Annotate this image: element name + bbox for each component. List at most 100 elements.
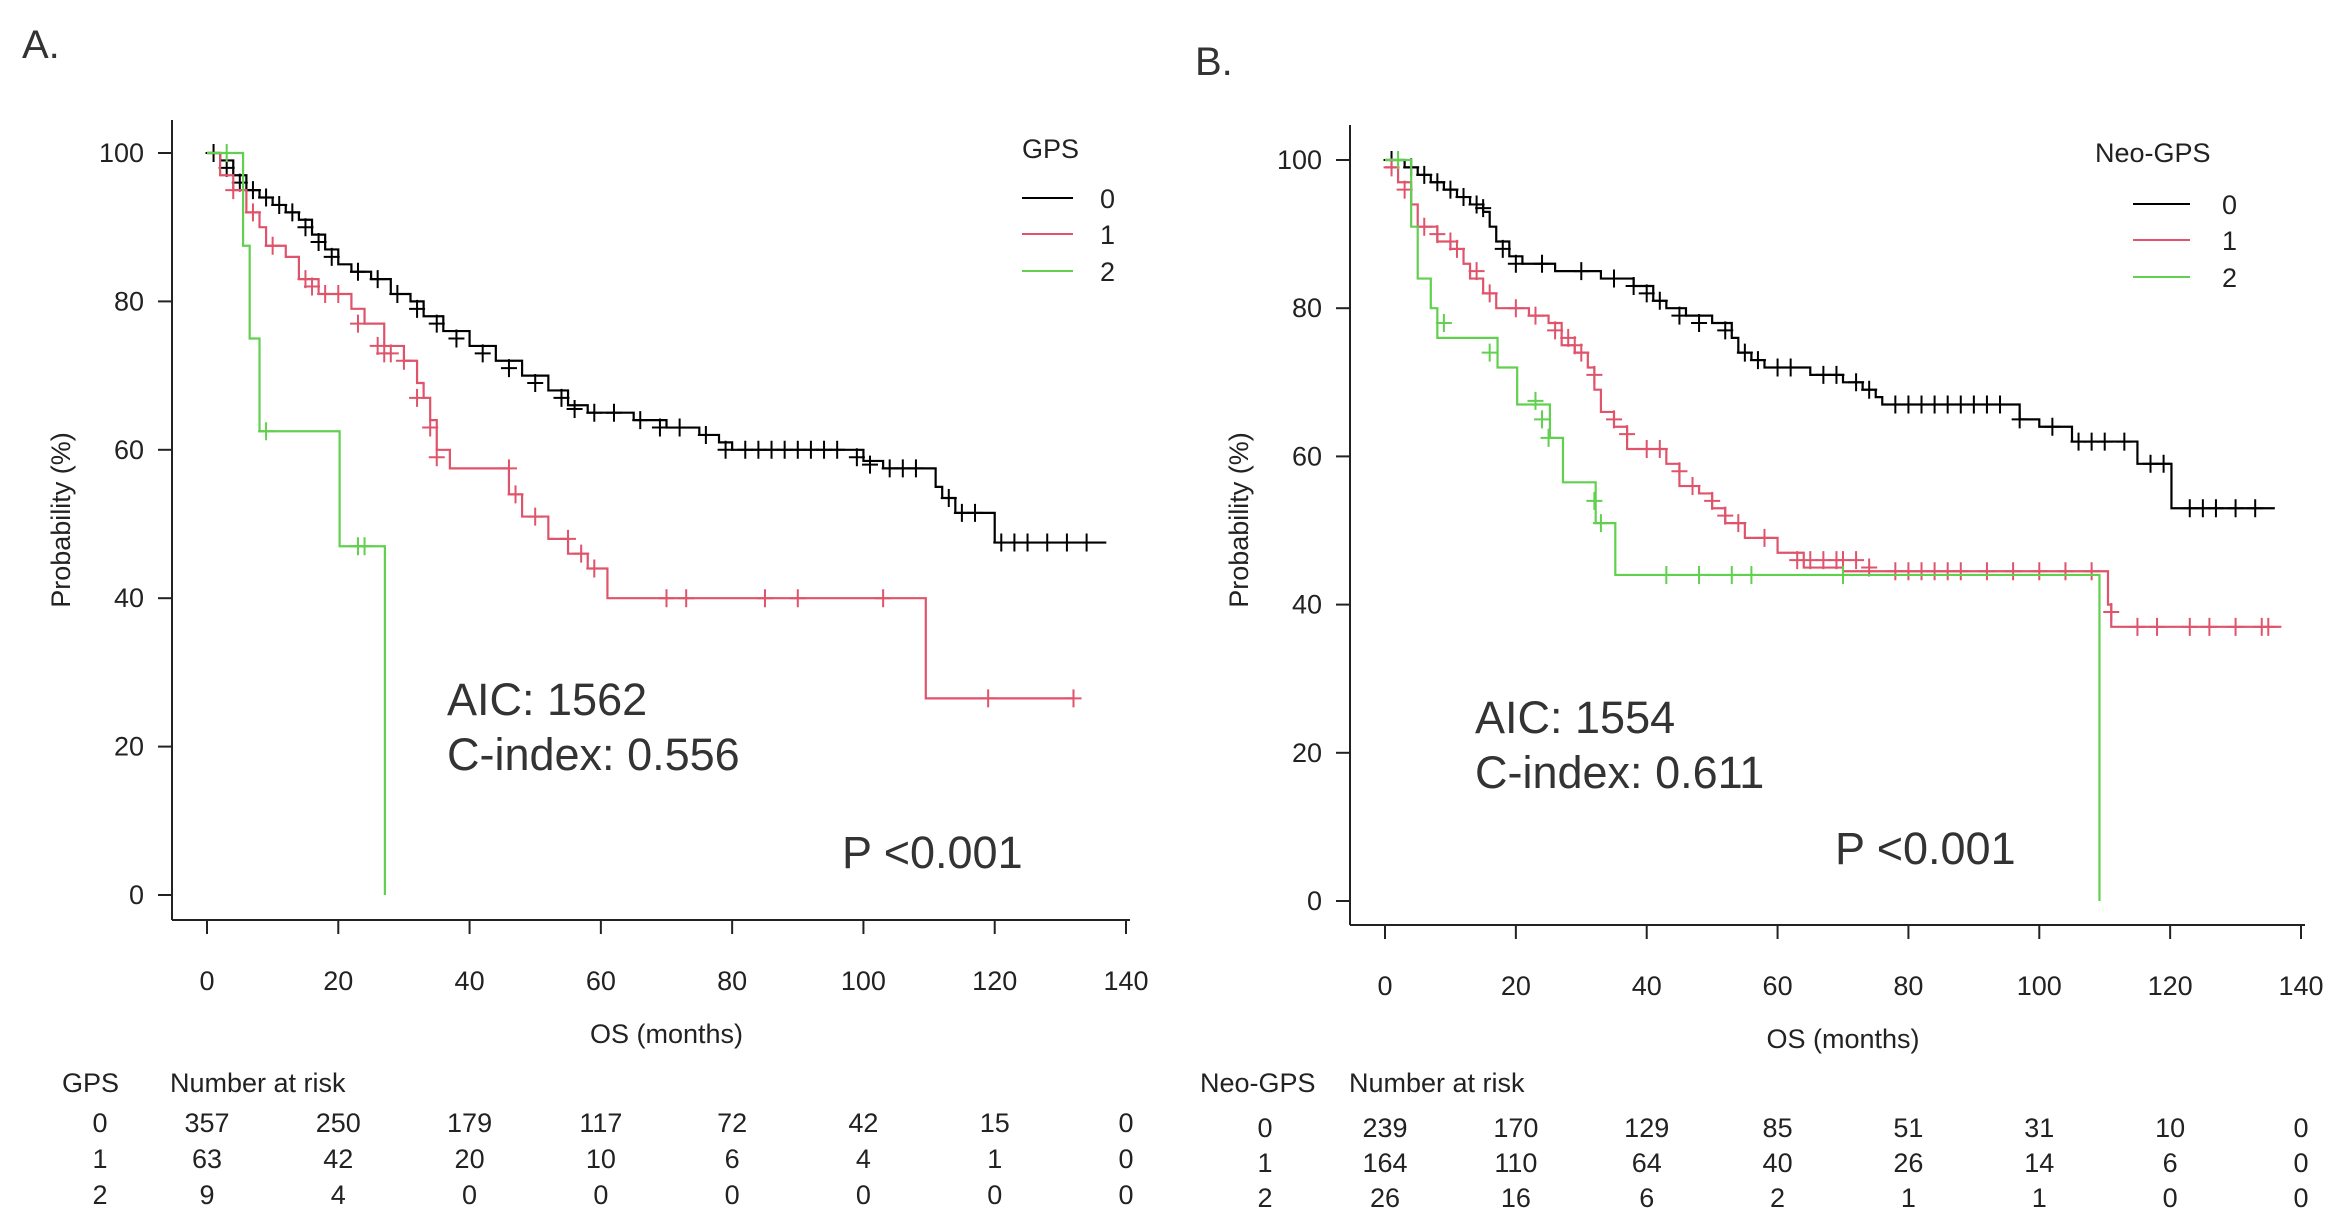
legend-title: Neo-GPS (2095, 138, 2211, 168)
y-tick-label: 0 (1307, 886, 1322, 916)
censor-mark (271, 195, 288, 214)
x-tick-label: 120 (972, 966, 1017, 996)
risk-count: 0 (2293, 1148, 2308, 1178)
censor-mark (1992, 395, 2009, 414)
legend-label: 0 (2222, 190, 2237, 220)
risk-count: 4 (331, 1180, 346, 1210)
censor-mark (527, 507, 544, 526)
risk-count: 110 (1494, 1148, 1537, 1178)
censor-mark (875, 589, 892, 608)
censor-mark (428, 314, 445, 333)
censor-mark (382, 344, 399, 363)
x-tick-label: 60 (1763, 971, 1793, 1001)
censor-mark (369, 336, 386, 355)
censor-mark (651, 418, 668, 437)
censor-mark (2149, 617, 2166, 636)
censor-mark (1527, 391, 1544, 410)
censor-mark (632, 411, 649, 430)
censor-mark (1566, 336, 1583, 355)
censor-mark (1560, 328, 1577, 347)
censor-mark (1592, 514, 1609, 533)
risk-count: 239 (1362, 1113, 1407, 1143)
censor-mark (560, 529, 577, 548)
censor-mark (500, 459, 517, 478)
censor-mark (1861, 558, 1878, 577)
censor-mark (1442, 180, 1459, 199)
risk-count: 0 (2293, 1113, 2308, 1143)
risk-count: 4 (856, 1144, 871, 1174)
risk-count: 15 (980, 1108, 1010, 1138)
censor-mark (527, 374, 544, 393)
risk-count: 164 (1362, 1148, 1407, 1178)
risk-count: 63 (192, 1144, 222, 1174)
censor-mark (231, 173, 248, 192)
y-tick-label: 60 (1292, 441, 1322, 471)
y-tick-label: 20 (114, 732, 144, 762)
censor-mark (1848, 551, 1865, 570)
risk-count: 1 (987, 1144, 1002, 1174)
censor-mark (258, 422, 275, 441)
x-tick-label: 80 (717, 966, 747, 996)
censor-mark (1390, 151, 1407, 169)
survival-curve-0 (207, 151, 1107, 544)
censor-mark (1625, 276, 1642, 295)
censor-mark (1468, 262, 1485, 281)
x-tick-label: 0 (1377, 971, 1392, 1001)
censor-mark (1416, 165, 1433, 184)
x-axis-label: OS (months) (590, 1019, 743, 1049)
censor-mark (1586, 491, 1603, 510)
risk-count: 6 (2163, 1148, 2178, 1178)
censor-mark (310, 233, 327, 252)
censor-mark (1658, 565, 1675, 584)
c-index-annotation: C-index: 0.611 (1475, 747, 1764, 798)
x-tick-label: 100 (2017, 971, 2062, 1001)
censor-mark (218, 144, 235, 162)
censor-mark (2031, 562, 2048, 581)
risk-table-group: 1 (92, 1144, 107, 1174)
censor-mark (1481, 284, 1498, 303)
censor-mark (244, 181, 261, 200)
censor-mark (1058, 533, 1075, 552)
risk-count: 170 (1493, 1113, 1538, 1143)
risk-count: 26 (1893, 1148, 1923, 1178)
y-tick-label: 0 (129, 880, 144, 910)
censor-mark (2103, 603, 2120, 622)
censor-mark (2227, 617, 2244, 636)
risk-count: 117 (579, 1108, 622, 1138)
censor-mark (1651, 439, 1668, 458)
risk-count: 6 (725, 1144, 740, 1174)
risk-count: 0 (462, 1180, 477, 1210)
y-tick-label: 40 (1292, 590, 1322, 620)
y-tick-label: 80 (114, 286, 144, 316)
censor-mark (586, 559, 603, 578)
censor-mark (1468, 195, 1485, 214)
x-tick-label: 140 (2278, 971, 2323, 1001)
censor-mark (605, 403, 622, 422)
censor-mark (2011, 410, 2028, 429)
censor-mark (1586, 365, 1603, 384)
x-tick-label: 140 (1103, 966, 1148, 996)
censor-mark (1835, 565, 1851, 584)
censor-mark (297, 218, 314, 237)
censor-mark (1952, 562, 1969, 581)
censor-mark (349, 262, 366, 281)
censor-mark (1494, 239, 1511, 258)
risk-table-group: 0 (1257, 1113, 1272, 1143)
risk-count: 31 (2024, 1113, 2054, 1143)
censor-mark (330, 284, 347, 303)
censor-mark (1039, 533, 1056, 552)
risk-table-group: 2 (1257, 1183, 1272, 1213)
survival-curve-0 (1385, 158, 2275, 510)
censor-mark (1743, 565, 1760, 584)
risk-table-group: 1 (1257, 1148, 1272, 1178)
risk-count: 64 (1632, 1148, 1662, 1178)
censor-mark (1848, 373, 1865, 392)
censor-mark (1507, 299, 1524, 318)
panel-label: B. (1195, 40, 1233, 84)
censor-mark (697, 425, 714, 444)
censor-mark (1065, 689, 1082, 708)
legend-label: 0 (1100, 184, 1115, 214)
censor-mark (1638, 284, 1655, 303)
censor-mark (1527, 306, 1544, 325)
censor-mark (829, 440, 846, 459)
